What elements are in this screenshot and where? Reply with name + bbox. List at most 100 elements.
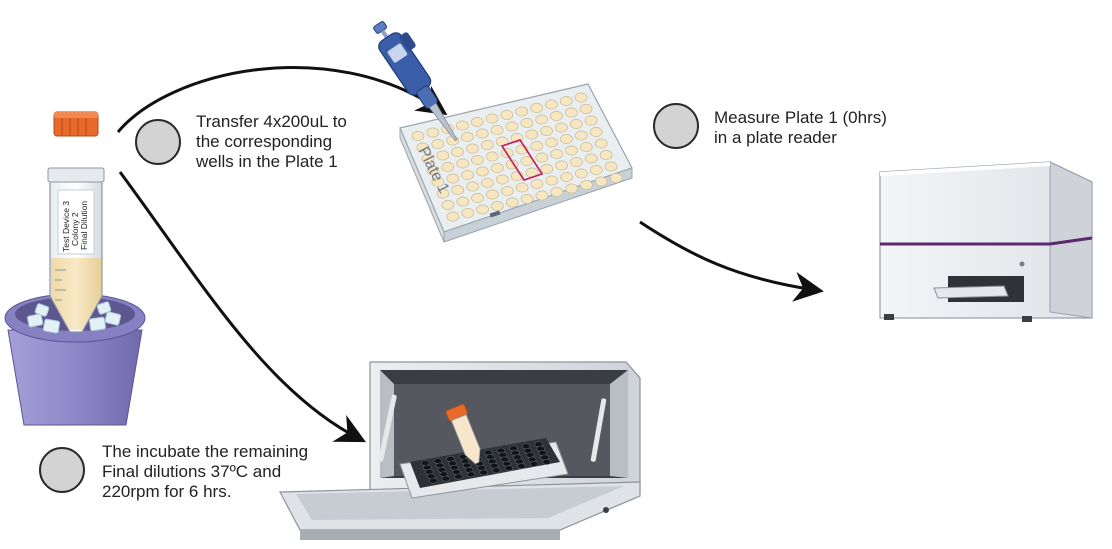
plate-well (471, 155, 484, 165)
rack-hole (529, 460, 539, 467)
plate-well (466, 143, 479, 154)
plate-well (461, 208, 475, 218)
plate-well (476, 204, 489, 215)
arrow-to-reader (639, 220, 824, 302)
plate-well (426, 127, 440, 138)
step-2-line-1: Measure Plate 1 (0hrs) (714, 108, 887, 127)
plate-well (436, 188, 450, 199)
plate-well (545, 99, 558, 110)
plate-well (491, 201, 504, 211)
step-2-line-2: in a plate reader (714, 128, 837, 147)
rack-hole (504, 465, 514, 472)
plate-well (569, 119, 583, 129)
plate-well (574, 130, 588, 141)
plate-well (421, 154, 435, 164)
plate-well (604, 161, 618, 172)
plate-well (426, 165, 440, 176)
plate-well (550, 111, 563, 121)
plate-well (411, 131, 425, 141)
plate-well (431, 177, 445, 187)
plate-well (470, 117, 484, 127)
plate-well (580, 180, 593, 190)
plate-well (451, 185, 465, 195)
plate-well (565, 145, 578, 156)
plate-well (520, 194, 534, 204)
tube-label-line-3: Final Dilution (79, 201, 89, 250)
plate-well (480, 140, 494, 150)
plate-well (550, 149, 563, 159)
plate-well (436, 150, 450, 161)
plate-well (505, 121, 519, 132)
plate-well (441, 200, 455, 210)
plate-well (485, 151, 499, 162)
plate-well (525, 129, 539, 140)
step-1-line-2: the corresponding (196, 132, 333, 151)
plate-well (486, 189, 499, 200)
step-text-transfer: Transfer 4x200uL to the corresponding we… (196, 112, 347, 172)
plate-reader-icon (879, 161, 1093, 322)
step-circle-2 (653, 103, 699, 149)
plate-well (500, 186, 514, 196)
plate-well (431, 139, 445, 149)
well-plate-icon: Plate 1 (399, 83, 633, 243)
plate-well (594, 176, 608, 187)
plate-well (500, 110, 514, 120)
rack-hole (466, 471, 476, 478)
step-3-line-2: Final dilutions 37ºC and (102, 462, 282, 481)
plate-well (416, 142, 430, 153)
plate-well (545, 175, 559, 186)
plate-well (575, 168, 588, 179)
rack-hole (441, 475, 451, 482)
plate-well (515, 182, 529, 193)
plate-well (490, 125, 504, 135)
plate-well (456, 120, 469, 131)
plate-highlight-column (500, 139, 544, 181)
plate-well (560, 172, 573, 182)
plate-well (540, 164, 554, 174)
plate-well (461, 170, 474, 180)
plate-well (456, 196, 470, 207)
plate-well (441, 162, 455, 172)
plate-well (446, 173, 460, 184)
rack-hole (491, 467, 501, 474)
step-text-incubate: The incubate the remaining Final dilutio… (102, 442, 308, 502)
step-text-measure: Measure Plate 1 (0hrs) in a plate reader (714, 108, 887, 148)
plate-well (599, 150, 613, 160)
plate-well (535, 190, 549, 201)
plate-well (461, 132, 474, 142)
rack-hole (542, 458, 552, 465)
plate-well (550, 187, 564, 197)
rack-hole (454, 473, 463, 480)
ice-bucket-icon (4, 293, 146, 426)
plate-well (535, 114, 548, 125)
plate-well (466, 181, 479, 192)
rack-hole (479, 469, 489, 476)
plate-well (471, 193, 484, 203)
plate-well (485, 113, 499, 124)
plate-well (530, 179, 544, 189)
step-circle-1 (135, 119, 181, 165)
plate-well (451, 147, 464, 157)
step-1-line-1: Transfer 4x200uL to (196, 112, 347, 131)
plate-well (495, 174, 509, 185)
arrow-to-incubator (118, 171, 366, 443)
plate-well (530, 103, 543, 113)
plate-well (505, 197, 519, 208)
plate-well (574, 92, 588, 103)
plate-well (520, 118, 534, 128)
rack-hole (428, 477, 438, 484)
step-1-line-3: wells in the Plate 1 (196, 152, 338, 171)
svg-text:Test Device 3 Colony 2: Test Device 3 Colony 2 Final Dilution (61, 199, 89, 252)
rack-hole (517, 463, 526, 469)
incubator-icon (279, 361, 641, 540)
plate-well (535, 152, 549, 163)
arrow-to-plate (116, 65, 448, 133)
plate-well (555, 122, 568, 133)
plate-well (589, 165, 603, 175)
plate-well (594, 138, 608, 149)
tube-label-line-2: Colony 2 (70, 212, 80, 246)
plate-well (490, 163, 504, 173)
plate-well (555, 160, 568, 171)
plate-well (584, 153, 598, 164)
plate-well (476, 166, 489, 177)
